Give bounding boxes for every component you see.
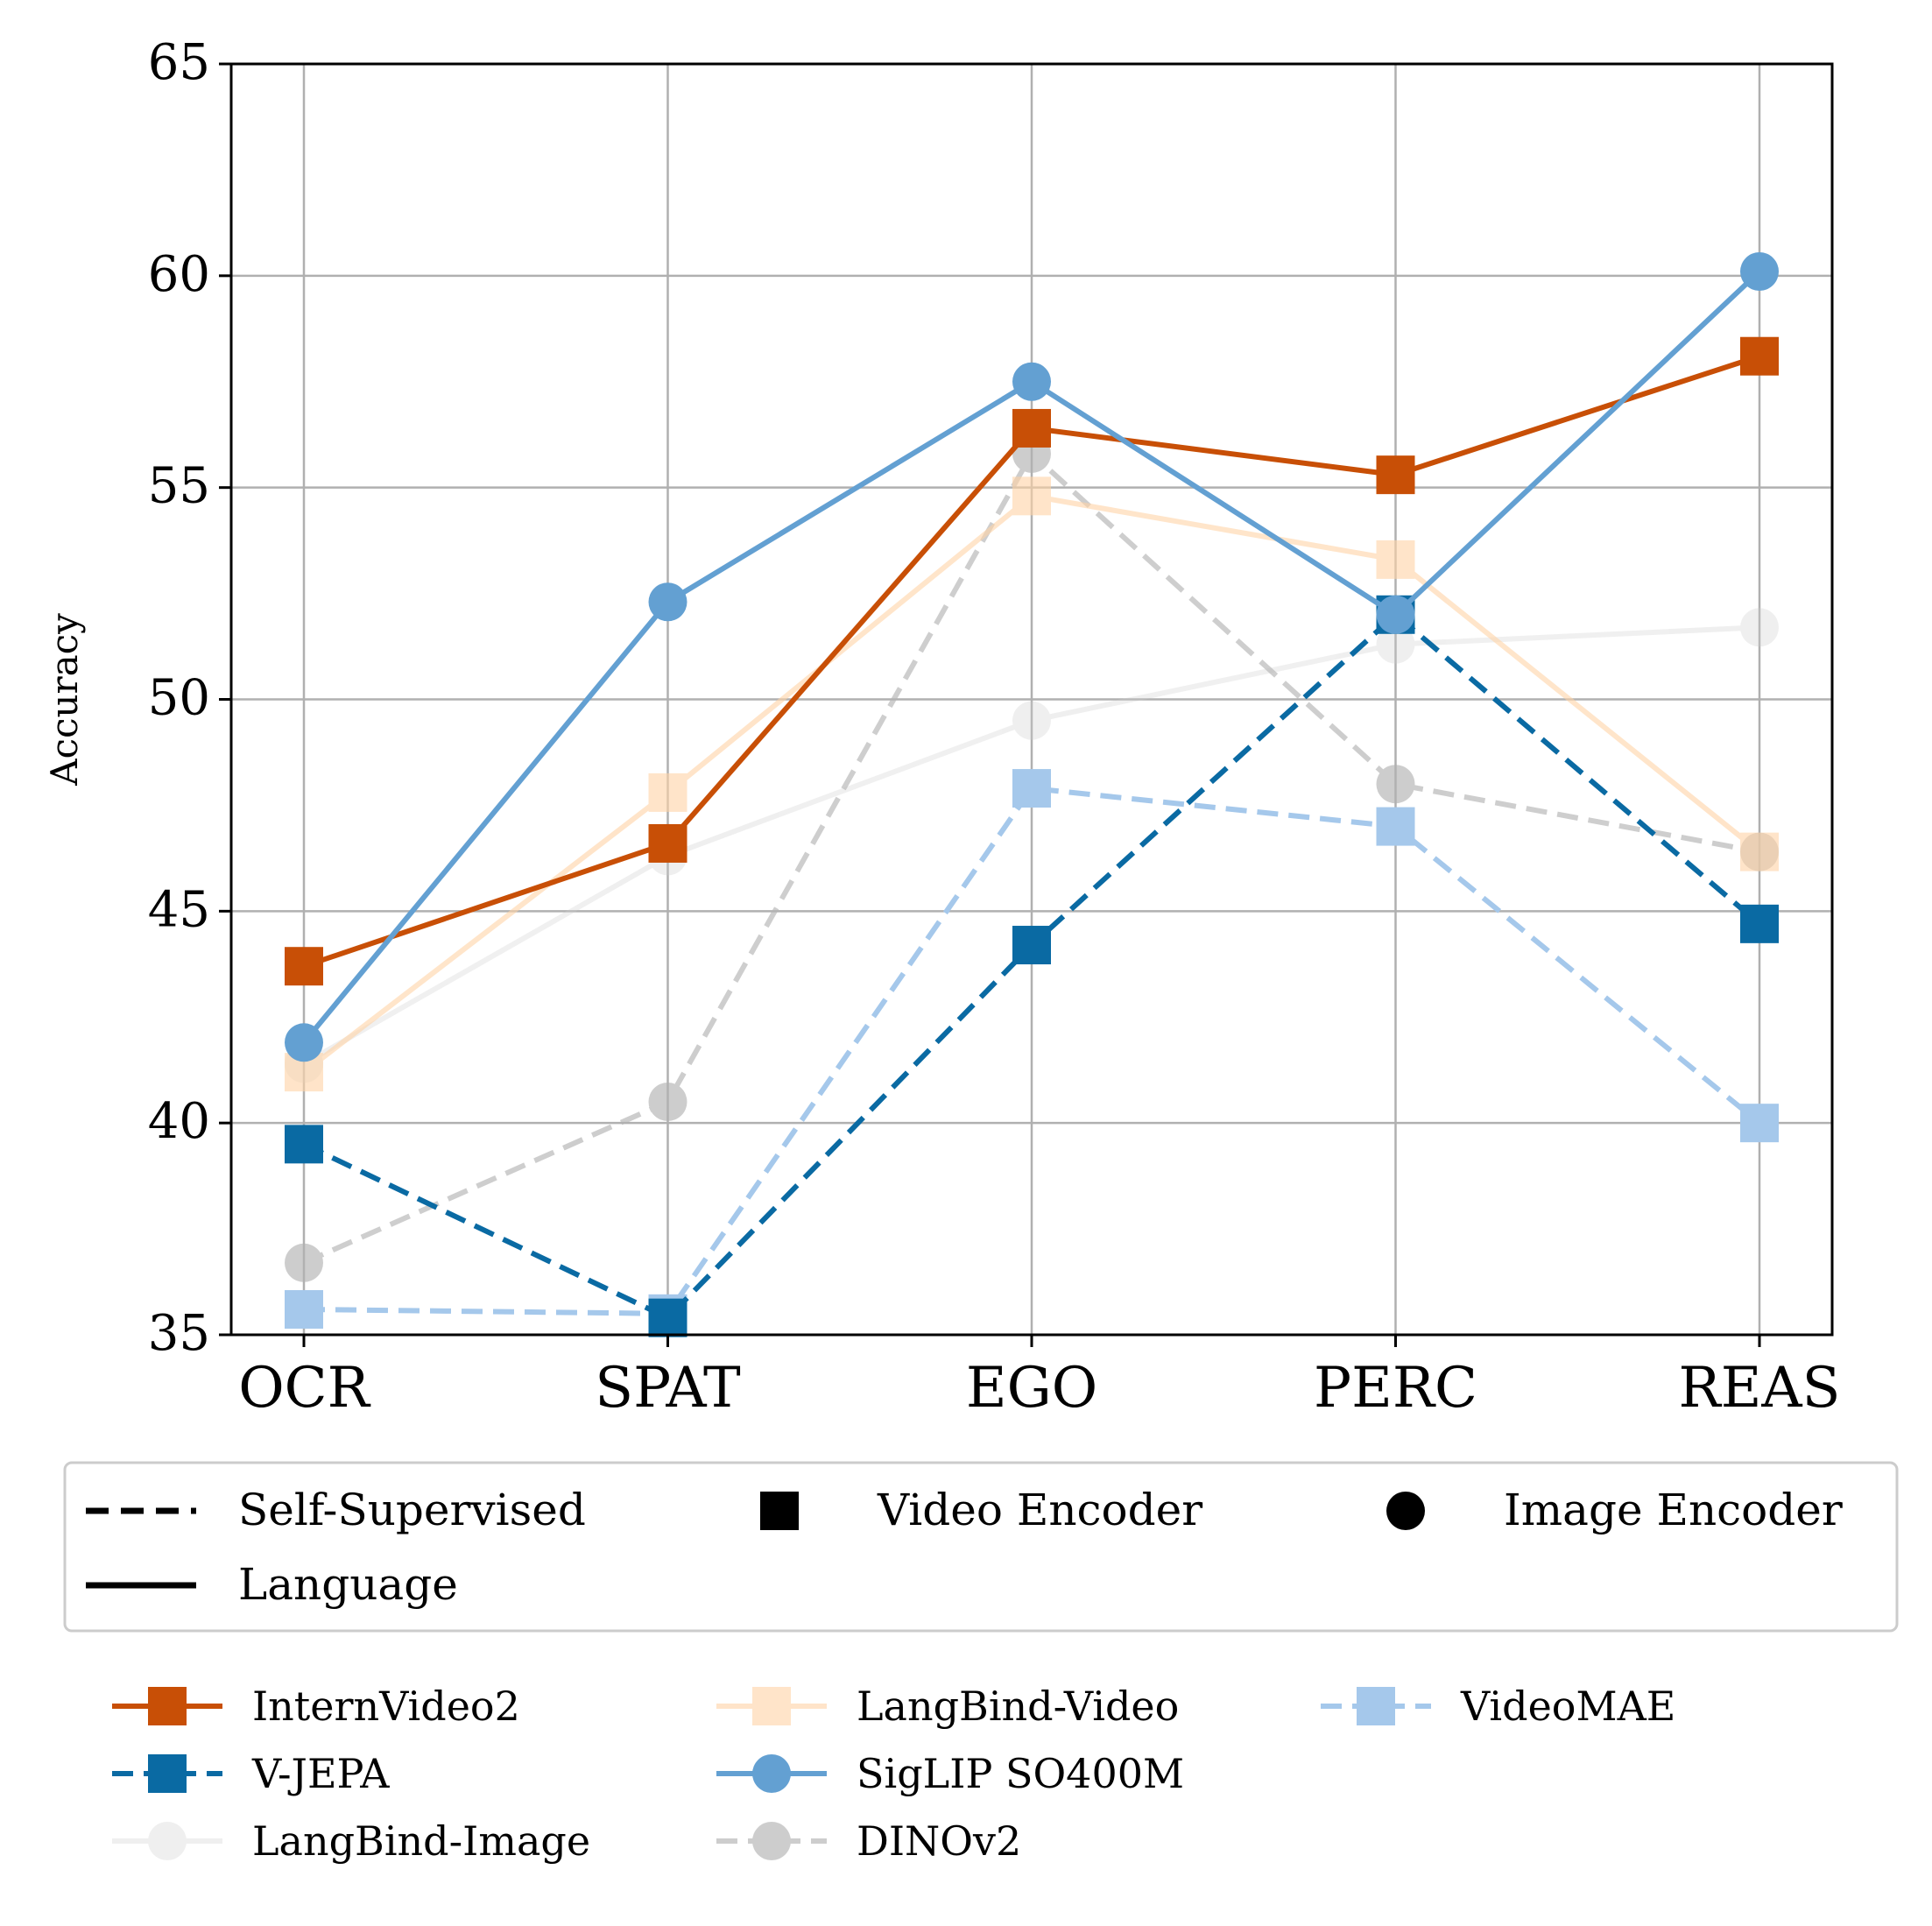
style-legend-box [63, 1461, 1899, 1633]
series-legend-label-group: DINOv2 [857, 1817, 1021, 1865]
x-tick-label: SPAT [595, 1356, 741, 1421]
series-legend-marker [148, 1822, 187, 1860]
data-point [648, 582, 687, 622]
data-point [285, 947, 323, 986]
x-tick-label: REAS [1679, 1356, 1841, 1421]
series-legend-marker [752, 1687, 791, 1725]
series-legend-entry [716, 1754, 827, 1793]
series-legend-marker [148, 1754, 187, 1793]
x-tick-label: EGO [966, 1356, 1097, 1421]
axes: 35 40 45 50 55 60 65 OCR SPAT EGO PERC REAS [148, 34, 1841, 1421]
style-legend-label: Self-Supervised [238, 1485, 586, 1535]
style-legend-entry: Video Encoder [760, 1485, 1202, 1535]
data-point [1376, 765, 1415, 804]
data-point [1012, 926, 1051, 965]
series-legend-entry [112, 1822, 222, 1860]
series-legend: InternVideo2 V-JEPA LangBind-Image LangBind… [112, 1683, 1675, 1865]
style-legend-entry: Image Encoder [1386, 1485, 1843, 1535]
data-point [1012, 701, 1051, 740]
x-tick-label: PERC [1314, 1356, 1477, 1421]
x-tick-label: OCR [238, 1356, 370, 1421]
series-legend-label: VideoMAE [1460, 1683, 1675, 1730]
data-point [1740, 336, 1779, 376]
style-legend: Self-Supervised Video Encoder Image Encode… [63, 1461, 1899, 1633]
series-legend-label-group: LangBind-Image [252, 1817, 590, 1865]
data-point [648, 1298, 687, 1337]
y-tick-label: 60 [148, 246, 210, 303]
data-point [1012, 476, 1051, 516]
data-point [1740, 904, 1779, 943]
data-point [285, 1243, 323, 1282]
data-point [285, 1125, 323, 1164]
series-legend-label: V-JEPA [251, 1750, 390, 1797]
data-point [1740, 1104, 1779, 1143]
circle-swatch [1386, 1492, 1425, 1530]
series-legend-label-group: V-JEPA [251, 1750, 390, 1797]
style-legend-label: Image Encoder [1504, 1485, 1843, 1535]
y-tick-label: 50 [148, 670, 210, 727]
series-legend-label: LangBind-Image [252, 1817, 590, 1865]
style-legend-entry: Language [86, 1559, 458, 1610]
data-point [1740, 832, 1779, 871]
square-swatch [760, 1492, 799, 1530]
series-line [302, 624, 1760, 1067]
data-point [1740, 251, 1779, 291]
series-legend-label-group: SigLIP SO400M [857, 1750, 1184, 1797]
data-point [1376, 595, 1415, 634]
style-legend-entry: Self-Supervised [86, 1485, 586, 1535]
series-layer [285, 251, 1779, 1337]
series-legend-label-group: InternVideo2 [252, 1683, 520, 1730]
data-point [1012, 408, 1051, 448]
series-legend-label-group: VideoMAE [1460, 1683, 1675, 1730]
series-legend-entry [716, 1822, 827, 1860]
series-legend-entry [1321, 1687, 1431, 1725]
style-legend-label: Language [238, 1559, 458, 1610]
series-legend-entry [112, 1687, 222, 1725]
series-legend-label-group: LangBind-Video [857, 1683, 1179, 1730]
data-point [648, 773, 687, 812]
series-legend-label: DINOv2 [857, 1817, 1021, 1865]
series-legend-marker [1357, 1687, 1395, 1725]
series-legend-marker [752, 1822, 791, 1860]
series-siglip-so400m [285, 251, 1779, 1062]
data-point [648, 1082, 687, 1121]
series-legend-entry [716, 1687, 827, 1725]
y-axis-label: Accuracy [43, 613, 86, 787]
y-tick-label: 65 [148, 34, 210, 91]
data-point [1012, 769, 1051, 808]
data-point [1012, 362, 1051, 401]
data-point [285, 1289, 323, 1329]
series-legend-entry [112, 1754, 222, 1793]
grid [231, 62, 1832, 1337]
style-legend-label: Video Encoder [877, 1485, 1202, 1535]
series-legend-label: SigLIP SO400M [857, 1750, 1184, 1797]
series-legend-label: InternVideo2 [252, 1683, 520, 1730]
y-tick-label: 55 [148, 458, 210, 515]
series-line [303, 786, 1761, 1316]
series-internvideo2 [285, 336, 1779, 986]
series-legend-label: LangBind-Video [857, 1683, 1179, 1730]
data-point [1376, 540, 1415, 579]
data-point [1740, 608, 1779, 647]
series-legend-marker [752, 1754, 791, 1793]
y-tick-label: 45 [148, 881, 210, 938]
data-point [285, 1023, 323, 1062]
data-point [1376, 455, 1415, 495]
y-tick-label: 40 [148, 1093, 210, 1150]
data-point [1376, 624, 1415, 664]
y-tick-label: 35 [148, 1305, 210, 1362]
data-point [648, 823, 687, 863]
data-point [1376, 807, 1415, 846]
series-legend-marker [148, 1687, 187, 1725]
